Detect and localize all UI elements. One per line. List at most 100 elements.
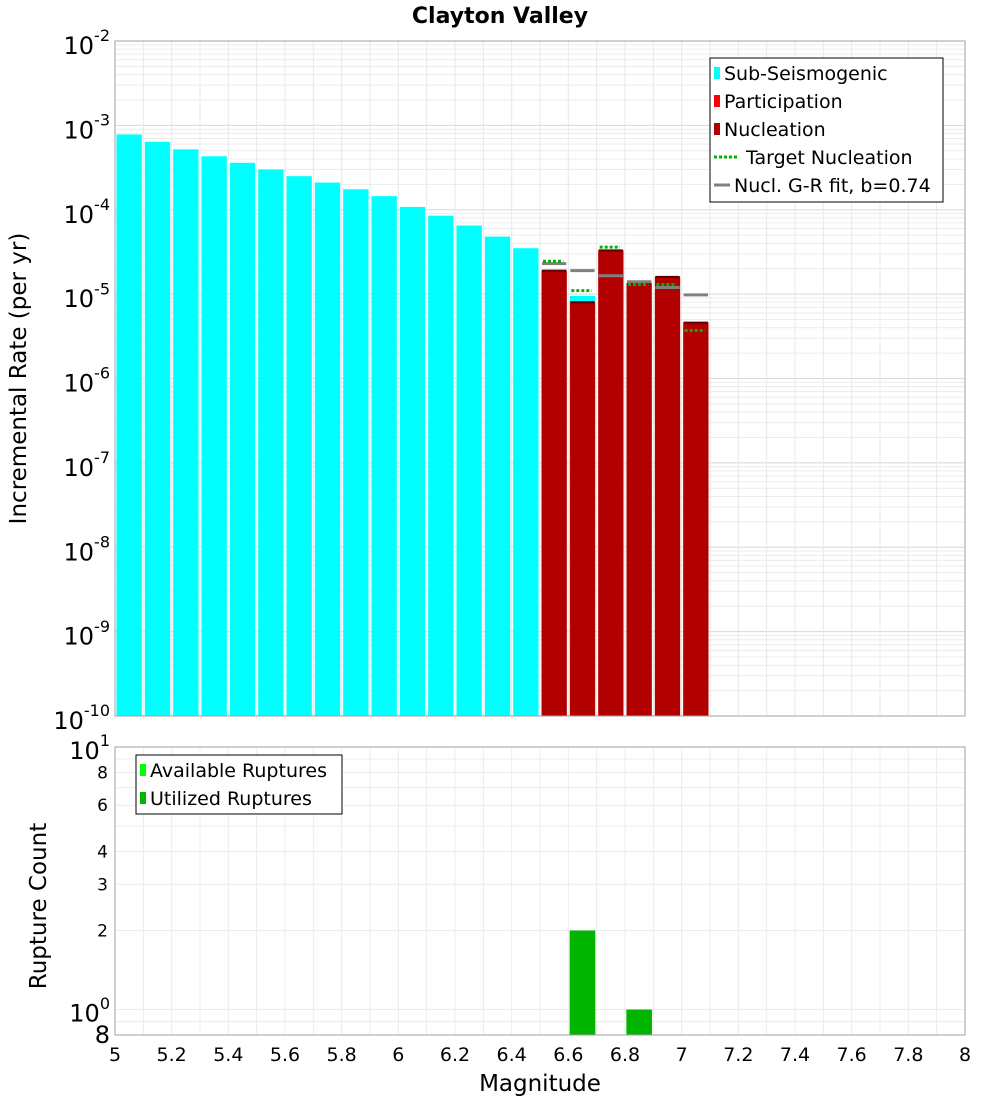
sub-seismogenic-bar (116, 134, 142, 717)
y-tick-label: 10-10 (53, 701, 110, 735)
sub-seismogenic-bar (201, 156, 227, 717)
nucleation-bar (654, 276, 681, 716)
nucleation-bar (569, 302, 596, 716)
tick-exponent: -6 (94, 364, 110, 383)
x-tick-label: 7.8 (893, 1044, 923, 1066)
y-tick-label: 10-4 (64, 195, 111, 229)
plot-border (114, 746, 966, 1036)
legend-label: Target Nucleation (745, 147, 913, 169)
y-tick-label: 2 (97, 922, 108, 942)
sub-seismogenic-bar (484, 236, 511, 716)
sub-seismogenic-bar (229, 162, 256, 716)
tick-exponent: -9 (94, 617, 110, 636)
tick-base: 10 (64, 201, 95, 229)
tick-exponent: -5 (94, 279, 110, 298)
sub-seismogenic-bar (399, 206, 426, 716)
tick-exponent: -7 (94, 448, 110, 467)
tick-base: 10 (64, 454, 95, 482)
utilized-ruptures-bar (626, 1009, 652, 1035)
y-tick-label: 4 (97, 842, 108, 862)
legend-label: Nucleation (724, 119, 826, 141)
legend-label: Nucl. G-R fit, b=0.74 (734, 175, 931, 197)
x-tick-label: 7 (676, 1044, 688, 1066)
bars (569, 930, 652, 1035)
legend-swatch (140, 764, 146, 776)
tick-base: 10 (64, 370, 95, 398)
x-tick-label: 6 (392, 1044, 404, 1066)
tick-exponent: -4 (94, 195, 110, 214)
tick-exponent: -2 (94, 26, 110, 45)
tick-base: 10 (69, 1000, 100, 1028)
y-tick-label: 8 (97, 763, 108, 783)
sub-seismogenic-bar (286, 176, 312, 716)
nucleation-bar (683, 322, 709, 716)
tick-base: 10 (64, 32, 95, 60)
y-tick-label: 10-8 (64, 532, 111, 566)
y-tick-label: 10-7 (64, 448, 111, 482)
x-tick-label: 5.2 (157, 1044, 187, 1066)
legend-label: Sub-Seismogenic (724, 63, 888, 85)
legend-swatch (714, 67, 720, 79)
tick-base: 10 (64, 538, 95, 566)
legend-box (709, 57, 944, 203)
sub-seismogenic-bar (144, 141, 171, 716)
x-tick-label: 6.4 (497, 1044, 527, 1066)
legend-label: Participation (724, 91, 843, 113)
bars (116, 134, 709, 717)
sub-seismogenic-bar (258, 169, 284, 716)
x-tick-label: 5.6 (270, 1044, 300, 1066)
y-axis-label: Rupture Count (26, 823, 52, 989)
legend-swatch (140, 792, 146, 804)
sub-seismogenic-bar (569, 296, 596, 303)
sub-seismogenic-bar (173, 149, 199, 716)
y-tick-label: 8 (95, 1021, 110, 1049)
plot-border (114, 40, 966, 717)
tick-exponent: -8 (94, 532, 110, 551)
nucleation-bar (626, 283, 652, 716)
x-tick-label: 7.6 (837, 1044, 867, 1066)
y-tick-label: 10-9 (64, 617, 111, 651)
tick-base: 10 (69, 737, 100, 765)
x-tick-label: 7.4 (780, 1044, 810, 1066)
sub-seismogenic-bar (371, 196, 397, 716)
tick-exponent: 0 (100, 994, 110, 1013)
legend-swatch (714, 95, 720, 107)
legend-label: Available Ruptures (150, 760, 327, 782)
x-tick-label: 5 (109, 1044, 121, 1066)
y-tick-label: 100 (69, 994, 110, 1028)
sub-seismogenic-bar (428, 215, 454, 717)
tick-base: 10 (64, 116, 95, 144)
chart-title: Clayton Valley (412, 4, 588, 29)
y-axis-label: Incremental Rate (per yr) (6, 233, 32, 525)
y-tick-label: 3 (97, 875, 108, 895)
x-tick-label: 6.8 (610, 1044, 640, 1066)
x-tick-labels: 5 5.2 5.4 5.6 5.8 6 6.2 6.4 6.6 6.8 7 7.2 7.4 7.6 7.8 8 (109, 1044, 971, 1066)
tick-base: 10 (53, 707, 84, 735)
utilized-ruptures-bar (569, 930, 596, 1035)
x-axis-label: Magnitude (479, 1071, 601, 1097)
legend: Available Ruptures Utilized Ruptures (135, 754, 343, 815)
legend: Sub-Seismogenic Participation Nucleation Ta… (709, 57, 944, 203)
x-tick-label: 6.2 (440, 1044, 470, 1066)
sub-seismogenic-bar (343, 189, 369, 717)
nucleation-bar (541, 270, 567, 716)
tick-base: 10 (64, 623, 95, 651)
tick-exponent: -3 (94, 111, 110, 130)
tick-exponent: 1 (100, 731, 110, 750)
y-tick-label: 10-3 (64, 111, 111, 145)
tick-base: 10 (64, 285, 95, 313)
x-tick-label: 5.4 (213, 1044, 243, 1066)
x-tick-label: 8 (959, 1044, 971, 1066)
legend-swatch (714, 123, 720, 135)
x-tick-label: 5.8 (327, 1044, 357, 1066)
y-tick-label: 10-5 (64, 279, 111, 313)
y-tick-label: 101 (69, 731, 110, 765)
tick-exponent: -10 (84, 701, 110, 720)
sub-seismogenic-bar (314, 182, 341, 716)
x-tick-label: 7.2 (723, 1044, 753, 1066)
nucleation-bar (598, 250, 624, 717)
